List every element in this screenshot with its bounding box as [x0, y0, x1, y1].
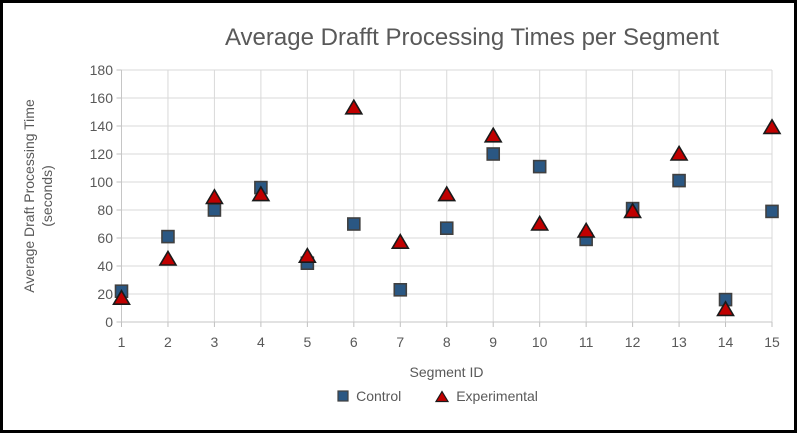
y-tick-label: 0: [105, 314, 113, 330]
data-point-experimental: [112, 289, 131, 306]
x-tick-label: 11: [578, 334, 594, 350]
x-tick-label: 9: [489, 334, 498, 350]
data-point-control: [765, 204, 779, 219]
data-point-experimental: [390, 233, 410, 249]
data-point-experimental: [762, 118, 782, 135]
x-tick-label: 14: [717, 334, 734, 350]
data-point-experimental: [576, 221, 596, 238]
x-tick-label: 15: [764, 334, 780, 350]
experimental-triangle-icon: [435, 389, 450, 402]
x-tick-label: 10: [531, 334, 548, 350]
x-tick-label: 13: [671, 334, 687, 350]
legend-item-control: Control: [337, 388, 401, 404]
x-tick-label: 5: [303, 334, 312, 350]
y-tick-label: 60: [97, 230, 113, 246]
data-point-experimental: [716, 300, 735, 317]
y-tick-label: 20: [97, 286, 113, 302]
data-point-experimental: [205, 188, 224, 205]
y-tick-label: 80: [97, 202, 113, 218]
x-tick-label: 7: [396, 334, 405, 350]
data-point-control: [161, 229, 175, 244]
data-point-experimental: [623, 202, 643, 219]
data-point-control: [486, 147, 501, 161]
control-square-icon: [337, 390, 349, 402]
x-tick-label: 1: [117, 334, 126, 350]
y-tick-label: 160: [89, 90, 113, 106]
x-tick-label: 4: [256, 334, 265, 350]
data-point-control: [207, 203, 222, 217]
y-tick-label: 140: [89, 118, 113, 134]
x-tick-label: 2: [164, 334, 172, 350]
data-point-experimental: [530, 214, 550, 231]
data-point-control: [393, 282, 408, 297]
data-point-control: [532, 159, 547, 174]
data-point-control: [439, 221, 454, 235]
data-point-experimental: [437, 185, 457, 202]
data-point-control: [347, 217, 361, 231]
y-tick-label: 180: [89, 62, 113, 78]
data-point-experimental: [344, 98, 364, 115]
data-point-experimental: [669, 144, 689, 161]
y-tick-label: 100: [89, 174, 113, 190]
data-point-experimental: [158, 249, 178, 266]
x-tick-label: 12: [624, 334, 641, 350]
y-tick-label: 40: [97, 258, 113, 274]
data-point-experimental: [483, 126, 503, 143]
legend-label-experimental: Experimental: [456, 388, 538, 404]
x-tick-label: 6: [349, 334, 358, 350]
x-axis-title: Segment ID: [409, 364, 484, 380]
chart-title: Average Drafft Processing Times per Segm…: [224, 24, 719, 51]
legend: Control Experimental: [112, 388, 763, 404]
data-point-control: [672, 173, 686, 188]
x-tick-label: 8: [442, 334, 451, 350]
legend-item-experimental: Experimental: [435, 388, 538, 404]
data-point-experimental: [251, 185, 271, 202]
y-tick-label: 120: [89, 146, 113, 162]
x-tick-label: 3: [210, 334, 219, 350]
data-point-experimental: [297, 247, 317, 264]
legend-label-control: Control: [356, 388, 402, 404]
